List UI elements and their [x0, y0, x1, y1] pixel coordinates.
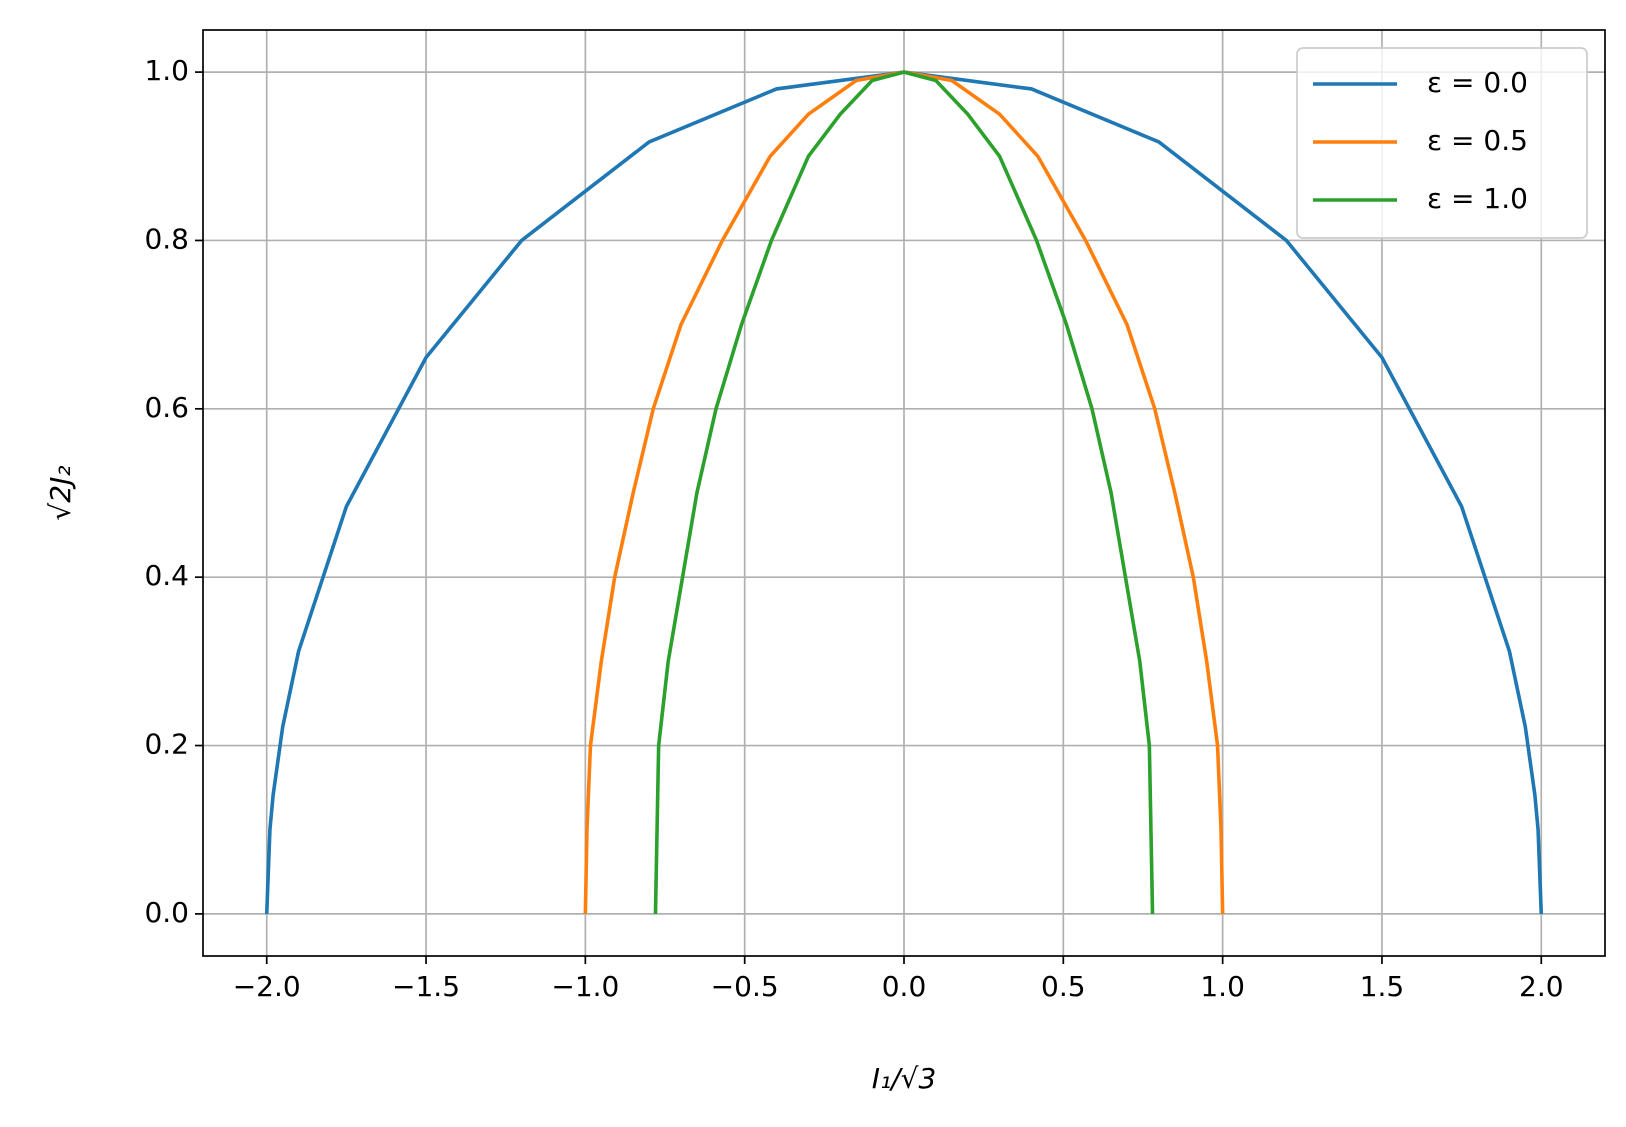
y-tick-label: 0.6 [144, 391, 189, 424]
x-tick-label: −0.5 [711, 970, 779, 1003]
y-tick-label: 0.8 [144, 222, 189, 255]
x-tick-label: 2.0 [1519, 970, 1564, 1003]
x-tick-label: 0.0 [882, 970, 927, 1003]
y-axis-label: √2J₂ [44, 465, 77, 520]
line [653, 70, 1155, 914]
legend-label: ε = 1.0 [1427, 182, 1528, 215]
x-tick-label: −1.0 [551, 970, 619, 1003]
x-tick-label: −1.5 [392, 970, 460, 1003]
x-tick-label: 0.5 [1041, 970, 1086, 1003]
plot-frame [202, 29, 1606, 957]
y-tick-label: 1.0 [144, 54, 189, 87]
legend-label: ε = 0.0 [1427, 66, 1528, 99]
legend-label: ε = 0.5 [1427, 124, 1528, 157]
y-tick-label: 0.0 [144, 896, 189, 929]
x-tick-label: 1.5 [1360, 970, 1405, 1003]
x-axis-label: I₁/√3 [872, 1062, 937, 1095]
x-tick-label: 1.0 [1200, 970, 1245, 1003]
x-tick-label: −2.0 [233, 970, 301, 1003]
y-tick-label: 0.4 [144, 559, 189, 592]
legend-box [1296, 47, 1588, 239]
y-tick-label: 0.2 [144, 728, 189, 761]
